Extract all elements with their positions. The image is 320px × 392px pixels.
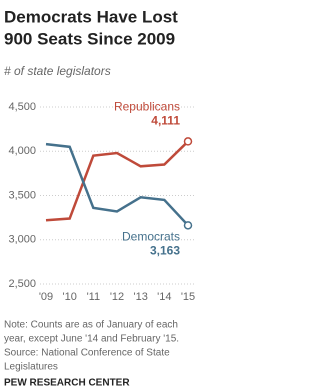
x-tick-label: '10	[62, 291, 76, 303]
value-label: 3,163	[150, 243, 180, 257]
value-label: 4,111	[151, 114, 180, 128]
y-tick-label: 4,500	[8, 101, 36, 113]
series-label: Republicans	[114, 100, 180, 114]
x-tick-label: '12	[110, 291, 124, 303]
series-label: Democrats	[122, 229, 180, 243]
line	[45, 142, 189, 227]
credit: PEW RESEARCH CENTER	[4, 378, 130, 389]
chart-title: 900 Seats Since 2009	[4, 29, 175, 48]
line	[45, 140, 189, 222]
x-tick-label: '15	[181, 291, 195, 303]
note: Legislatures	[4, 362, 58, 373]
x-tick-label: '14	[157, 291, 171, 303]
end-marker	[183, 221, 193, 230]
y-tick-label: 2,500	[8, 278, 36, 290]
x-tick-label: '11	[87, 291, 101, 303]
y-tick-label: 4,000	[8, 145, 36, 157]
chart: Democrats Have Lost 900 Seats Since 2009…	[4, 7, 195, 389]
x-tick-label: '13	[133, 291, 147, 303]
x-tick-label: '09	[39, 291, 53, 303]
y-tick-label: 3,500	[8, 189, 36, 201]
chart-subtitle: # of state legislators	[4, 64, 111, 78]
y-tick-label: 3,000	[8, 234, 36, 246]
note: Note: Counts are as of January of each	[4, 320, 178, 331]
note: year, except June '14 and February '15.	[4, 334, 179, 345]
chart-title: Democrats Have Lost	[4, 7, 178, 26]
note: Source: National Conference of State	[4, 348, 170, 359]
end-marker	[183, 137, 193, 146]
